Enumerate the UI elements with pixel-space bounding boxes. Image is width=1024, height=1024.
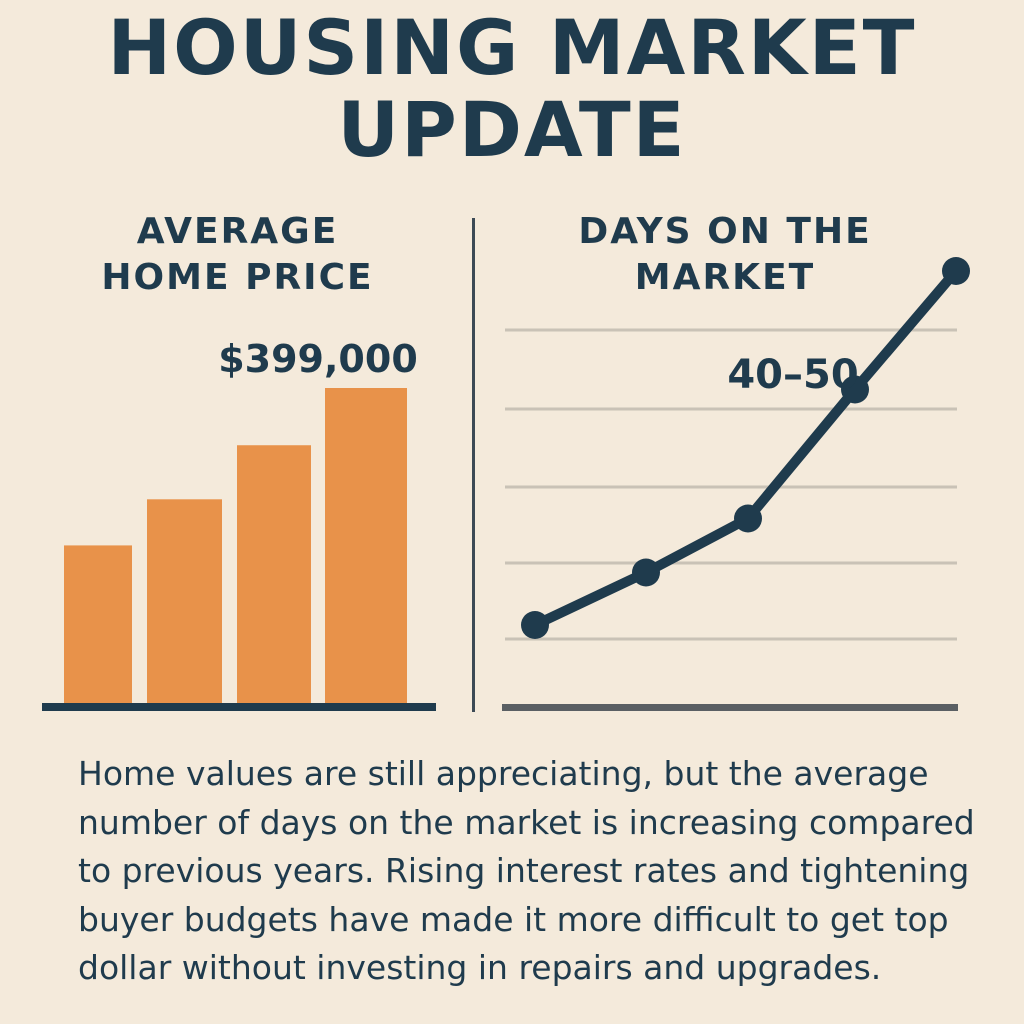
days-point-1	[521, 611, 549, 639]
bar-chart-baseline	[42, 703, 436, 711]
bar-chart-title-line-2: HOME PRICE	[101, 257, 374, 298]
days-point-5	[942, 257, 970, 285]
days-point-3	[734, 504, 762, 533]
page-title-line-1: HOUSING MARKET	[107, 3, 917, 92]
line-chart-baseline	[502, 704, 958, 711]
price-bar-4	[325, 388, 407, 706]
days-point-2	[632, 558, 660, 587]
days-point-4	[841, 375, 869, 404]
days-series-line	[530, 266, 961, 630]
body-paragraph: Home values are still appreciating, but …	[78, 754, 975, 987]
price-bar-1	[64, 545, 132, 706]
chart-divider	[472, 218, 475, 712]
price-bar-2	[147, 499, 222, 706]
line-chart-title-line-2: MARKET	[634, 257, 816, 298]
bar-chart-title-line-1: AVERAGE	[136, 211, 339, 252]
line-chart-title-line-1: DAYS ON THE	[578, 211, 872, 252]
price-bar-3	[237, 445, 311, 706]
days-annotation: 40–50	[727, 352, 858, 398]
page-title-line-2: UPDATE	[337, 85, 687, 174]
price-annotation: $399,000	[218, 337, 418, 381]
